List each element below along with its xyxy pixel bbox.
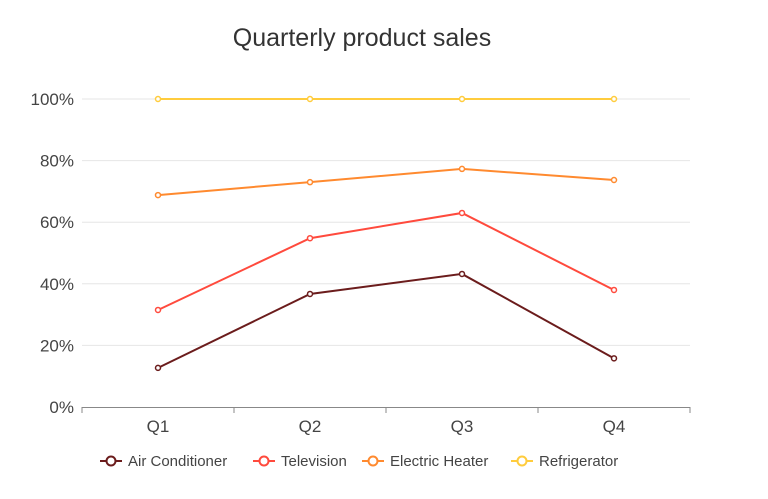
series-line: [157, 272, 615, 369]
legend-label: Television: [281, 453, 347, 470]
y-tick-label: 60%: [40, 213, 74, 232]
series-air-conditioner: [154, 270, 618, 372]
legend-item[interactable]: Air Conditioner: [100, 453, 227, 470]
series-line: [157, 167, 615, 197]
data-point[interactable]: [154, 306, 162, 314]
data-point[interactable]: [610, 355, 618, 362]
series-electric-heater: [154, 165, 618, 199]
legend-item[interactable]: Electric Heater: [362, 453, 488, 470]
x-tick-label: Q1: [147, 417, 170, 436]
y-tick-label: 40%: [40, 275, 74, 294]
legend-marker-icon: [258, 455, 270, 467]
series-refrigerator: [154, 95, 618, 103]
data-point[interactable]: [154, 95, 162, 103]
data-point[interactable]: [306, 95, 314, 103]
legend-item[interactable]: Television: [253, 453, 347, 470]
legend-label: Electric Heater: [390, 453, 488, 470]
data-point[interactable]: [610, 286, 618, 294]
data-point[interactable]: [154, 191, 162, 199]
y-tick-label: 20%: [40, 336, 74, 355]
x-tick-label: Q4: [603, 417, 626, 436]
legend-item[interactable]: Refrigerator: [511, 453, 618, 470]
y-tick-label: 0%: [49, 398, 74, 417]
data-point[interactable]: [458, 95, 466, 103]
data-point[interactable]: [306, 234, 314, 242]
chart-title: Quarterly product sales: [233, 24, 491, 52]
x-tick-label: Q2: [299, 417, 322, 436]
series-television: [154, 209, 618, 314]
y-tick-label: 100%: [31, 90, 74, 109]
series-line: [157, 211, 615, 311]
data-point[interactable]: [458, 165, 466, 173]
data-point[interactable]: [154, 364, 162, 372]
legend-marker-icon: [105, 455, 117, 467]
data-point[interactable]: [610, 176, 618, 184]
data-point[interactable]: [458, 270, 466, 278]
data-point[interactable]: [306, 178, 314, 186]
x-tick-label: Q3: [451, 417, 474, 436]
legend-label: Refrigerator: [539, 453, 618, 470]
legend-marker-icon: [516, 455, 528, 467]
data-point[interactable]: [458, 209, 466, 217]
legend-marker-icon: [367, 455, 379, 467]
data-point[interactable]: [306, 290, 314, 298]
legend-label: Air Conditioner: [128, 453, 227, 470]
data-point[interactable]: [610, 95, 618, 103]
y-tick-label: 80%: [40, 152, 74, 171]
